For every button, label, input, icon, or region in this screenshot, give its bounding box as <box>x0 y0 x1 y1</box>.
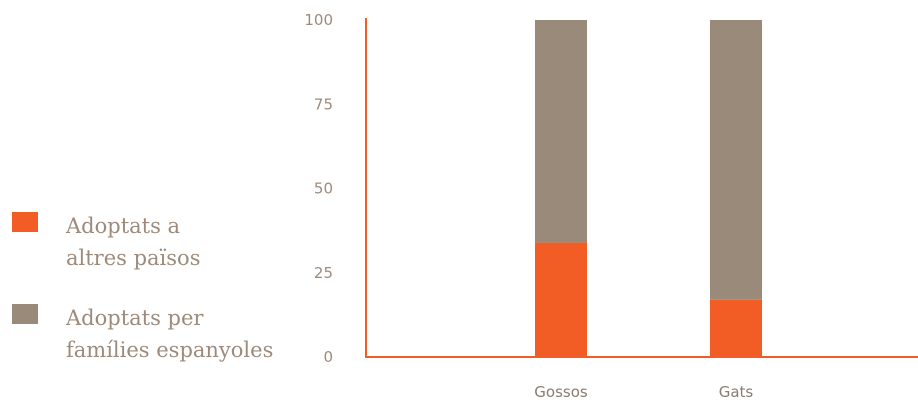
y-tick-label-25: 25 <box>314 264 333 282</box>
x-axis-labels: Gossos Gats <box>534 383 753 400</box>
y-tick-label-75: 75 <box>314 95 333 113</box>
y-tick-label-100: 100 <box>304 11 333 29</box>
legend-swatch-spanish-families <box>12 304 38 324</box>
y-axis-ticks: 0 25 50 75 100 <box>304 11 333 366</box>
legend-label-abroad-line1: Adoptats a <box>66 214 181 238</box>
bar-gossos-series-2 <box>535 20 587 243</box>
legend-label-spanish-families-line1: Adoptats per <box>66 306 204 330</box>
legend-label-abroad: Adoptats a altres països <box>66 210 296 274</box>
y-tick-label-50: 50 <box>314 180 333 198</box>
bar-gats-series-1 <box>710 299 762 357</box>
bar-gossos-series-1 <box>535 242 587 357</box>
x-tick-label-gossos: Gossos <box>534 383 588 400</box>
legend-label-spanish-families-line2: famílies espanyoles <box>66 338 274 362</box>
bar-gats-series-2 <box>710 20 762 300</box>
legend-label-abroad-line2: altres països <box>66 246 201 270</box>
legend-swatch-abroad <box>12 212 38 232</box>
x-tick-label-gats: Gats <box>719 383 754 400</box>
bars <box>535 20 762 357</box>
y-tick-label-0: 0 <box>323 348 333 366</box>
legend-label-spanish-families: Adoptats per famílies espanyoles <box>66 302 296 366</box>
